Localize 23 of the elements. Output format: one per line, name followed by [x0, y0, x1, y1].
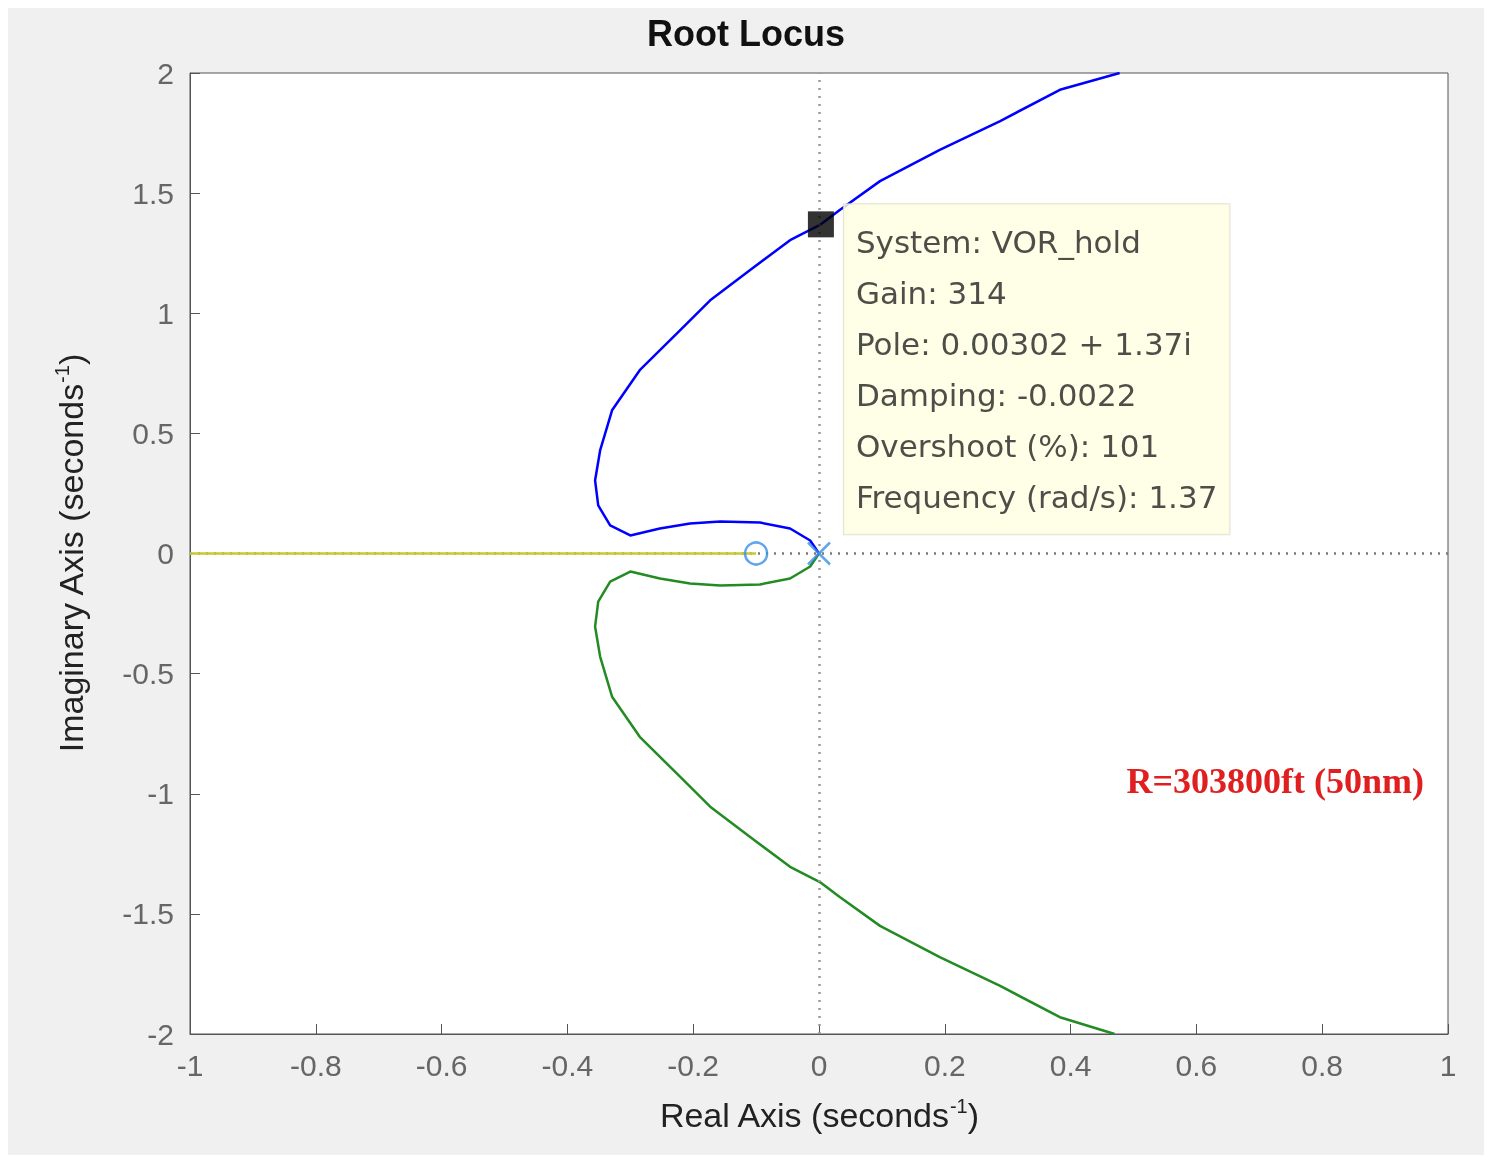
x-tick-label: -0.6 [415, 1048, 468, 1082]
x-tick-label: -0.8 [289, 1048, 342, 1082]
annotation: R=303800ft (50nm) [1126, 761, 1425, 801]
y-tick-label: 2 [157, 56, 174, 90]
y-axis-title: Imaginary Axis (seconds-1) [51, 353, 90, 753]
y-tick-label: -1.5 [122, 897, 174, 931]
x-tick-label: 1 [1439, 1048, 1457, 1082]
x-tick-label: 0.4 [1049, 1048, 1092, 1082]
y-tick-label: -2 [147, 1017, 174, 1051]
x-tick-label: 0.2 [923, 1048, 966, 1082]
y-tick-label: 1.5 [132, 176, 174, 210]
y-tick-label: -1 [147, 777, 174, 811]
y-tick-label: 0.5 [132, 416, 174, 450]
x-tick-label: 0 [810, 1048, 828, 1082]
annotation: System: VOR_hold Gain: 314 Pole: 0.00302 + 1.37i Damping: -0.0022 Overshoot (%): 101 Frequency (rad/s): 1.37 [855, 223, 1218, 515]
x-tick-label: 0.6 [1175, 1048, 1218, 1082]
x-tick-label: 0.8 [1301, 1048, 1344, 1082]
chart-title: Root Locus [647, 12, 845, 54]
x-tick-label: -0.4 [541, 1048, 594, 1082]
x-tick-label: -0.2 [667, 1048, 720, 1082]
y-tick-label: 1 [157, 296, 174, 330]
y-tick-label: 0 [157, 537, 174, 570]
y-tick-label: -0.5 [122, 657, 174, 691]
